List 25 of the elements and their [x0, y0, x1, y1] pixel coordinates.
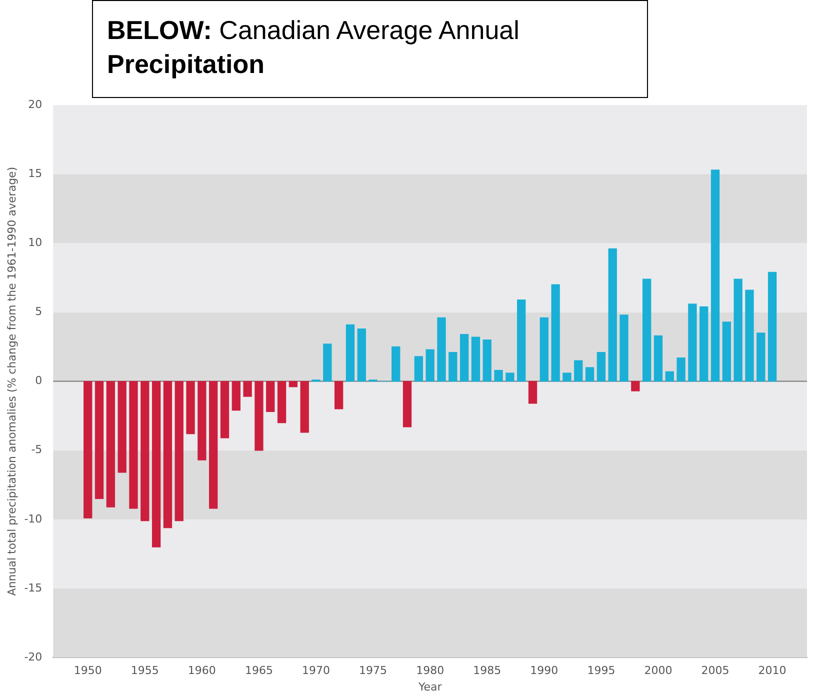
y-tick-label: -10 — [24, 512, 42, 526]
y-tick-label: 15 — [28, 166, 42, 180]
x-tick-label: 1950 — [74, 664, 102, 678]
x-tick-label: 2000 — [644, 664, 672, 678]
x-tick-label: 1965 — [244, 664, 273, 678]
x-tick-label: 1955 — [130, 664, 159, 678]
x-tick-label: 2010 — [758, 664, 786, 678]
y-tick-label: -20 — [24, 650, 42, 664]
x-tick-label: 1970 — [302, 664, 330, 678]
x-tick-label: 2005 — [701, 664, 730, 678]
y-tick-label: 0 — [35, 374, 42, 388]
x-tick-label: 1990 — [530, 664, 558, 678]
x-tick-label: 1960 — [188, 664, 216, 678]
y-tick-label: -5 — [31, 443, 42, 456]
y-tick-label: 10 — [28, 236, 42, 250]
y-tick-label: -15 — [24, 581, 42, 594]
y-tick-label: 5 — [35, 305, 42, 318]
chart-title: BELOW: Canadian Average Annual Precipitation — [92, 0, 648, 98]
x-tick-label: 1995 — [587, 664, 616, 678]
x-tick-label: 1980 — [416, 664, 444, 678]
x-tick-label: 1975 — [359, 664, 388, 678]
y-axis-title: Annual total precipitation anomalies (% change from the 1961-1990 average) — [5, 166, 18, 596]
y-tick-label: 20 — [28, 98, 42, 111]
x-axis-title: Year — [417, 680, 442, 694]
x-tick-label: 1985 — [473, 664, 502, 678]
